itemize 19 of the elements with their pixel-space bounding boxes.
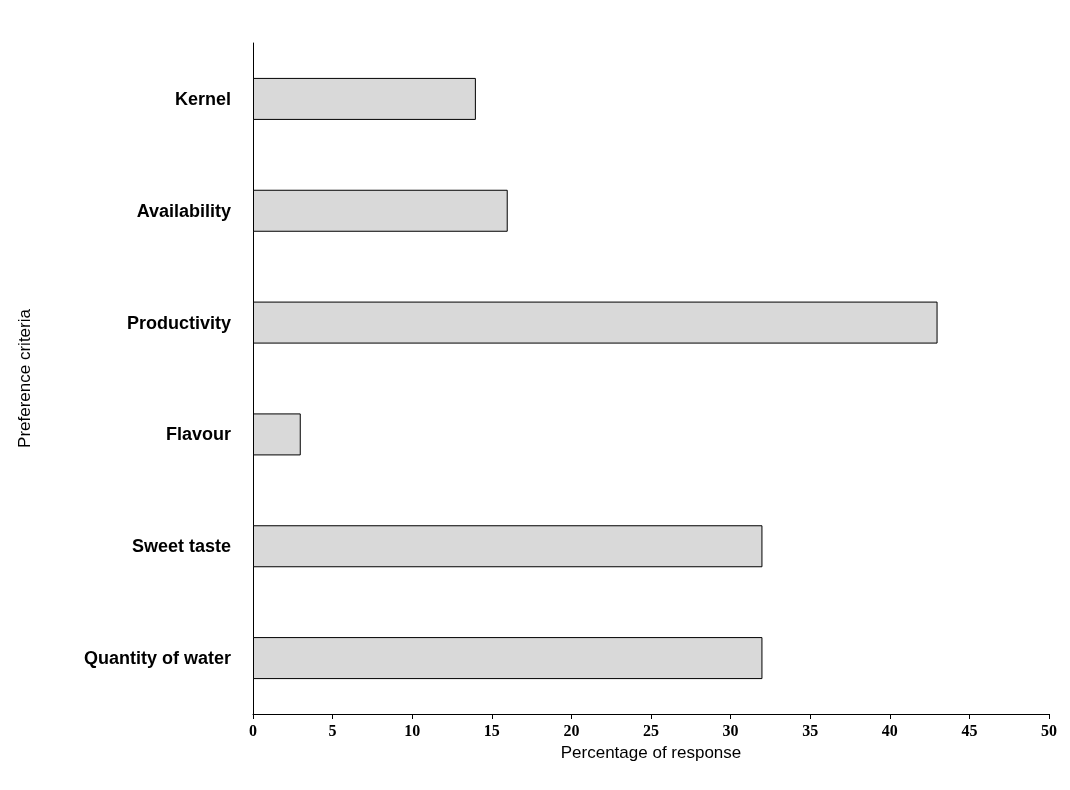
y-tick-label: Availability [136, 200, 231, 221]
x-tick-label: 5 [328, 721, 337, 739]
y-axis-title: Preference criteria [15, 308, 34, 448]
x-tick-label: 40 [881, 721, 898, 739]
x-tick-label: 10 [404, 721, 421, 739]
y-tick-label: Kernel [174, 88, 231, 109]
x-tick-label: 0 [249, 721, 257, 739]
x-tick-label: 45 [961, 721, 978, 739]
x-axis-title: Percentage of response [560, 743, 742, 762]
x-tick-label: 15 [483, 721, 500, 739]
y-tick-label: Sweet taste [131, 536, 231, 557]
x-tick-label: 30 [722, 721, 739, 739]
x-tick-label: 20 [563, 721, 580, 739]
y-tick-label: Flavour [165, 424, 231, 445]
x-tick-label: 35 [802, 721, 819, 739]
y-tick-label: Productivity [126, 312, 231, 333]
x-tick-label: 50 [1041, 721, 1057, 739]
x-tick-label: 25 [643, 721, 659, 739]
y-tick-label: Quantity of water [83, 648, 231, 669]
